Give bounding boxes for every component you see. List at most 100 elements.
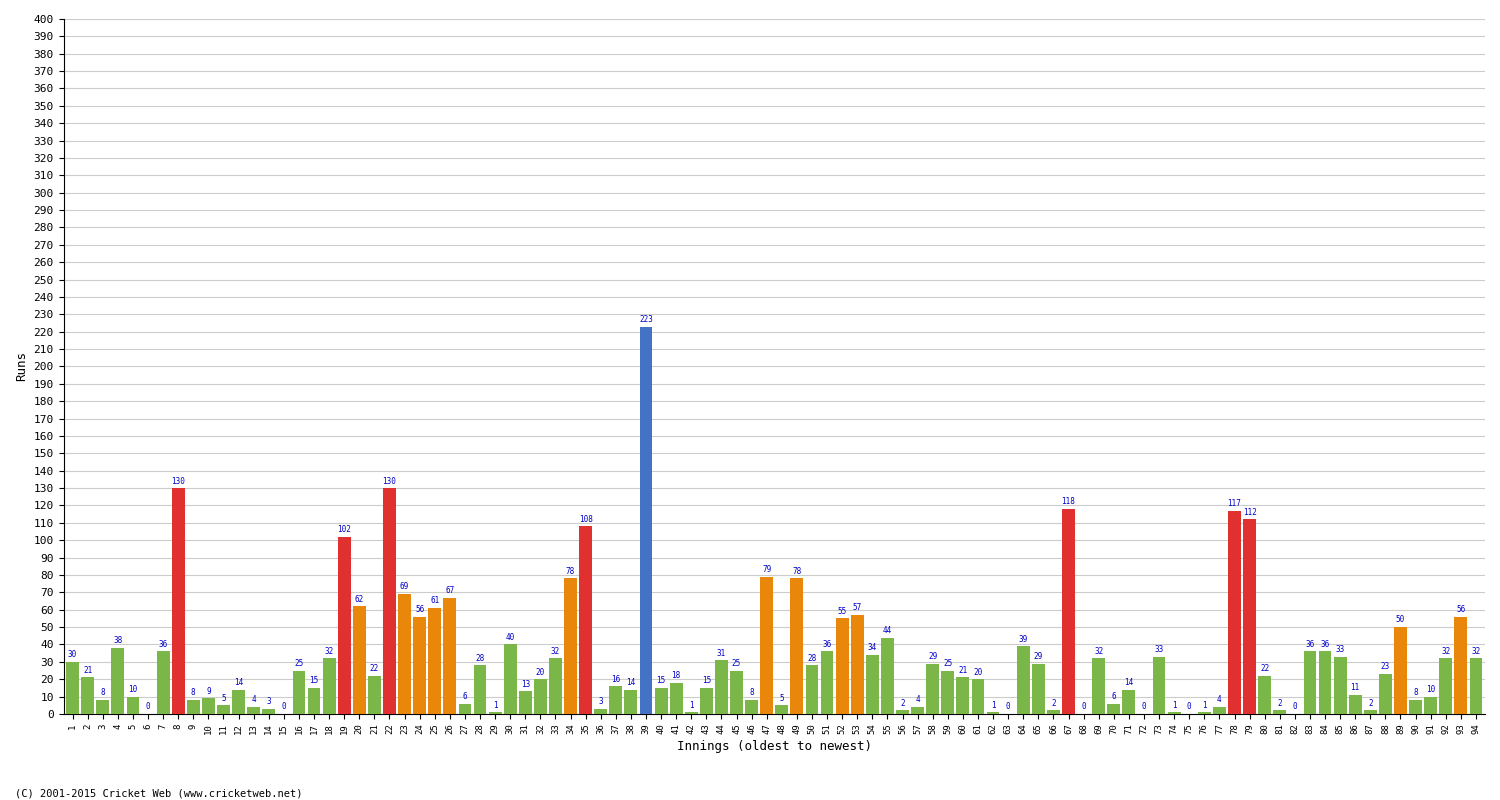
Bar xyxy=(686,712,698,714)
Text: 28: 28 xyxy=(807,654,816,662)
Text: 2: 2 xyxy=(900,699,904,708)
Bar xyxy=(836,618,849,714)
Text: 16: 16 xyxy=(610,674,621,683)
Text: 78: 78 xyxy=(566,567,574,576)
Text: 62: 62 xyxy=(354,594,364,604)
Text: 79: 79 xyxy=(762,565,771,574)
Text: 5: 5 xyxy=(780,694,784,702)
Text: 2: 2 xyxy=(1368,699,1372,708)
Bar xyxy=(1470,658,1482,714)
Text: 3: 3 xyxy=(598,697,603,706)
Bar xyxy=(850,615,864,714)
Bar xyxy=(942,670,954,714)
Bar xyxy=(564,578,578,714)
Bar xyxy=(81,678,94,714)
Bar xyxy=(987,712,999,714)
Bar xyxy=(1047,710,1060,714)
Bar xyxy=(1107,703,1120,714)
Text: 6: 6 xyxy=(462,692,466,701)
Bar xyxy=(1167,712,1180,714)
Text: 67: 67 xyxy=(446,586,454,595)
Text: 0: 0 xyxy=(1082,702,1086,711)
Text: 9: 9 xyxy=(206,686,210,696)
Bar xyxy=(96,700,109,714)
Bar xyxy=(382,488,396,714)
Text: 56: 56 xyxy=(1456,605,1466,614)
Bar xyxy=(1017,646,1029,714)
Text: 32: 32 xyxy=(1442,646,1450,656)
Text: 1: 1 xyxy=(992,701,996,710)
Bar xyxy=(398,594,411,714)
Bar xyxy=(1318,651,1332,714)
Bar xyxy=(156,651,170,714)
Bar xyxy=(972,679,984,714)
Bar xyxy=(1062,509,1076,714)
Bar xyxy=(927,663,939,714)
Text: 117: 117 xyxy=(1227,499,1242,508)
Text: 32: 32 xyxy=(324,646,333,656)
Bar xyxy=(262,709,274,714)
Text: (C) 2001-2015 Cricket Web (www.cricketweb.net): (C) 2001-2015 Cricket Web (www.cricketwe… xyxy=(15,788,303,798)
Text: 8: 8 xyxy=(1413,689,1418,698)
Bar xyxy=(1122,690,1136,714)
Bar xyxy=(519,691,531,714)
Bar xyxy=(322,658,336,714)
Text: 56: 56 xyxy=(416,605,424,614)
Bar xyxy=(1378,674,1392,714)
Text: 50: 50 xyxy=(1396,615,1406,625)
Bar xyxy=(746,700,758,714)
Text: 0: 0 xyxy=(1142,702,1146,711)
Text: 118: 118 xyxy=(1062,498,1076,506)
Text: 55: 55 xyxy=(837,607,848,616)
Text: 21: 21 xyxy=(82,666,93,675)
Text: 39: 39 xyxy=(1019,634,1028,644)
Text: 14: 14 xyxy=(627,678,636,687)
Text: 33: 33 xyxy=(1335,645,1346,654)
Bar xyxy=(670,682,682,714)
Bar xyxy=(232,690,244,714)
Text: 57: 57 xyxy=(852,603,862,612)
Text: 25: 25 xyxy=(294,659,303,668)
Bar xyxy=(654,688,668,714)
Text: 15: 15 xyxy=(309,676,318,686)
Text: 18: 18 xyxy=(672,671,681,680)
Text: 36: 36 xyxy=(1305,640,1314,649)
Bar xyxy=(292,670,306,714)
Bar xyxy=(716,660,728,714)
Text: 2: 2 xyxy=(1278,699,1282,708)
Bar xyxy=(1348,695,1362,714)
Text: 61: 61 xyxy=(430,596,439,606)
Text: 31: 31 xyxy=(717,649,726,658)
Text: 10: 10 xyxy=(129,685,138,694)
Bar xyxy=(1274,710,1286,714)
Bar xyxy=(1092,658,1106,714)
Bar xyxy=(248,707,259,714)
Bar xyxy=(1214,707,1225,714)
Bar xyxy=(790,578,804,714)
Text: 78: 78 xyxy=(792,567,801,576)
Bar xyxy=(821,651,834,714)
Bar xyxy=(459,703,471,714)
Bar xyxy=(1032,663,1046,714)
Text: 8: 8 xyxy=(100,689,105,698)
Bar xyxy=(338,537,351,714)
Bar xyxy=(429,608,441,714)
Bar xyxy=(1258,676,1270,714)
Bar xyxy=(700,688,712,714)
X-axis label: Innings (oldest to newest): Innings (oldest to newest) xyxy=(676,740,871,753)
Text: 4: 4 xyxy=(915,695,920,705)
Bar xyxy=(474,666,486,714)
Text: 21: 21 xyxy=(958,666,968,675)
Text: 130: 130 xyxy=(382,477,396,486)
Text: 5: 5 xyxy=(220,694,226,702)
Text: 8: 8 xyxy=(750,689,754,698)
Text: 15: 15 xyxy=(702,676,711,686)
Text: 3: 3 xyxy=(267,697,272,706)
Text: 29: 29 xyxy=(1034,652,1042,661)
Text: 4: 4 xyxy=(1216,695,1221,705)
Text: 13: 13 xyxy=(520,680,530,689)
Bar xyxy=(624,690,638,714)
Text: 20: 20 xyxy=(974,668,982,677)
Bar xyxy=(639,326,652,714)
Text: 29: 29 xyxy=(928,652,938,661)
